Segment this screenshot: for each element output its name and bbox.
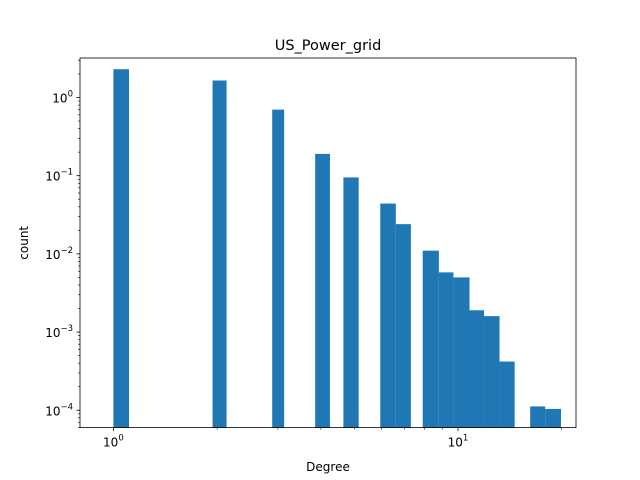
y-tick-label: 10−4 — [45, 402, 73, 418]
y-axis-label: count — [17, 226, 31, 260]
bar-10 — [469, 310, 485, 428]
bar-2 — [272, 109, 285, 428]
x-tick-label: 100 — [103, 434, 124, 450]
bar-8 — [438, 272, 454, 428]
bar-11 — [484, 316, 500, 428]
chart-title: US_Power_grid — [275, 38, 382, 54]
bar-13 — [530, 406, 546, 428]
y-tick-label: 100 — [52, 89, 73, 105]
bar-3 — [315, 153, 330, 428]
y-axis-ticks: 10−4 10−3 10−2 10−1 100 — [45, 59, 80, 428]
x-tick-label: 101 — [448, 434, 469, 450]
y-tick-label: 10−1 — [45, 168, 73, 184]
bar-6 — [395, 224, 411, 428]
y-tick-label: 10−3 — [45, 324, 73, 340]
x-axis-label: Degree — [306, 460, 350, 474]
bar-12 — [499, 361, 515, 428]
bar-14 — [545, 408, 561, 428]
bar-7 — [422, 250, 439, 428]
bar-0 — [113, 69, 130, 428]
x-axis-ticks: 100 101 — [103, 427, 563, 450]
bar-1 — [212, 80, 227, 428]
plot-frame — [79, 57, 577, 429]
bar-5 — [380, 203, 396, 428]
y-tick-label: 10−2 — [45, 246, 73, 262]
bar-4 — [343, 177, 359, 428]
bars-group — [113, 69, 561, 428]
bar-9 — [453, 277, 470, 428]
